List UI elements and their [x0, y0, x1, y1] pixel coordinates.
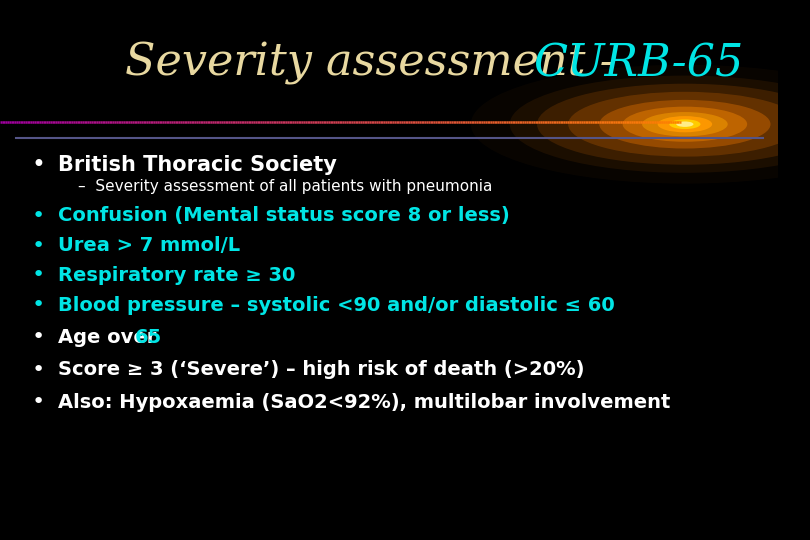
Ellipse shape: [623, 106, 747, 141]
Ellipse shape: [471, 65, 810, 184]
Text: British Thoracic Society: British Thoracic Society: [58, 154, 337, 175]
Text: •: •: [31, 265, 45, 286]
Text: Score ≥ 3 (‘Severe’) – high risk of death (>20%): Score ≥ 3 (‘Severe’) – high risk of deat…: [58, 360, 585, 380]
Text: Also: Hypoxaemia (SaO2<92%), multilobar involvement: Also: Hypoxaemia (SaO2<92%), multilobar …: [58, 393, 671, 412]
Text: •: •: [31, 392, 45, 413]
Text: CURB-65: CURB-65: [533, 42, 744, 85]
Ellipse shape: [599, 100, 770, 149]
Text: Severity assessment -: Severity assessment -: [125, 42, 629, 85]
Text: •: •: [31, 206, 45, 226]
Text: 65: 65: [134, 328, 162, 347]
Text: •: •: [31, 153, 45, 177]
Text: Respiratory rate ≥ 30: Respiratory rate ≥ 30: [58, 266, 296, 285]
Ellipse shape: [658, 116, 712, 132]
Ellipse shape: [676, 122, 693, 127]
Text: •: •: [31, 360, 45, 380]
Text: Age over: Age over: [58, 328, 164, 347]
Text: •: •: [31, 235, 45, 256]
Ellipse shape: [669, 119, 701, 129]
Text: Confusion (Mental status score 8 or less): Confusion (Mental status score 8 or less…: [58, 206, 510, 226]
Ellipse shape: [642, 112, 727, 136]
Text: •: •: [31, 295, 45, 315]
Text: Urea > 7 mmol/L: Urea > 7 mmol/L: [58, 236, 241, 255]
Ellipse shape: [537, 84, 810, 165]
Text: –  Severity assessment of all patients with pneumonia: – Severity assessment of all patients wi…: [78, 179, 492, 194]
Text: •: •: [31, 327, 45, 348]
Ellipse shape: [568, 92, 802, 157]
Text: Blood pressure – systolic <90 and/or diastolic ≤ 60: Blood pressure – systolic <90 and/or dia…: [58, 295, 615, 315]
Ellipse shape: [509, 76, 810, 173]
